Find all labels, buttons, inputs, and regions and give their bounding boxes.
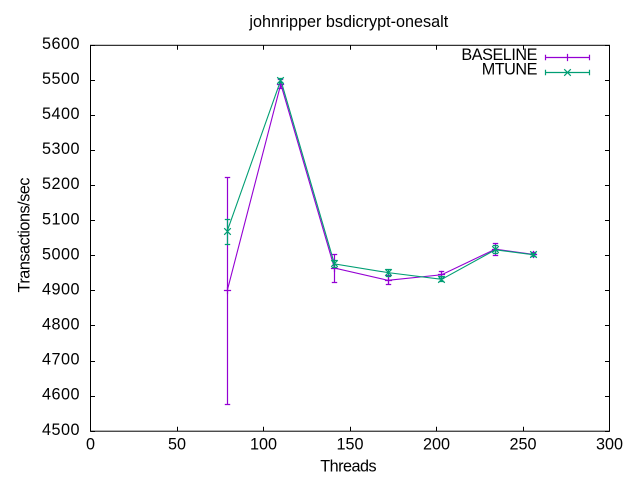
- svg-text:5100: 5100: [42, 210, 80, 228]
- svg-text:5500: 5500: [42, 70, 80, 88]
- svg-text:5200: 5200: [42, 175, 80, 193]
- svg-text:250: 250: [509, 436, 536, 454]
- svg-text:4500: 4500: [42, 421, 80, 439]
- svg-text:5300: 5300: [42, 140, 80, 158]
- svg-text:MTUNE: MTUNE: [482, 61, 538, 79]
- svg-text:4600: 4600: [42, 386, 80, 404]
- svg-text:300: 300: [596, 436, 623, 454]
- svg-text:0: 0: [86, 436, 95, 454]
- svg-text:4900: 4900: [42, 281, 80, 299]
- svg-text:johnripper bsdicrypt-onesalt: johnripper bsdicrypt-onesalt: [248, 13, 448, 31]
- svg-text:Transactions/sec: Transactions/sec: [16, 178, 34, 293]
- svg-text:BASELINE: BASELINE: [461, 46, 537, 64]
- svg-text:4800: 4800: [42, 316, 80, 334]
- svg-text:Threads: Threads: [320, 457, 376, 475]
- svg-text:150: 150: [336, 436, 363, 454]
- svg-text:5600: 5600: [42, 35, 80, 53]
- svg-text:100: 100: [250, 436, 277, 454]
- svg-text:4700: 4700: [42, 351, 80, 369]
- svg-text:50: 50: [168, 436, 186, 454]
- svg-text:200: 200: [423, 436, 450, 454]
- svg-text:5000: 5000: [42, 245, 80, 263]
- svg-text:5400: 5400: [42, 105, 80, 123]
